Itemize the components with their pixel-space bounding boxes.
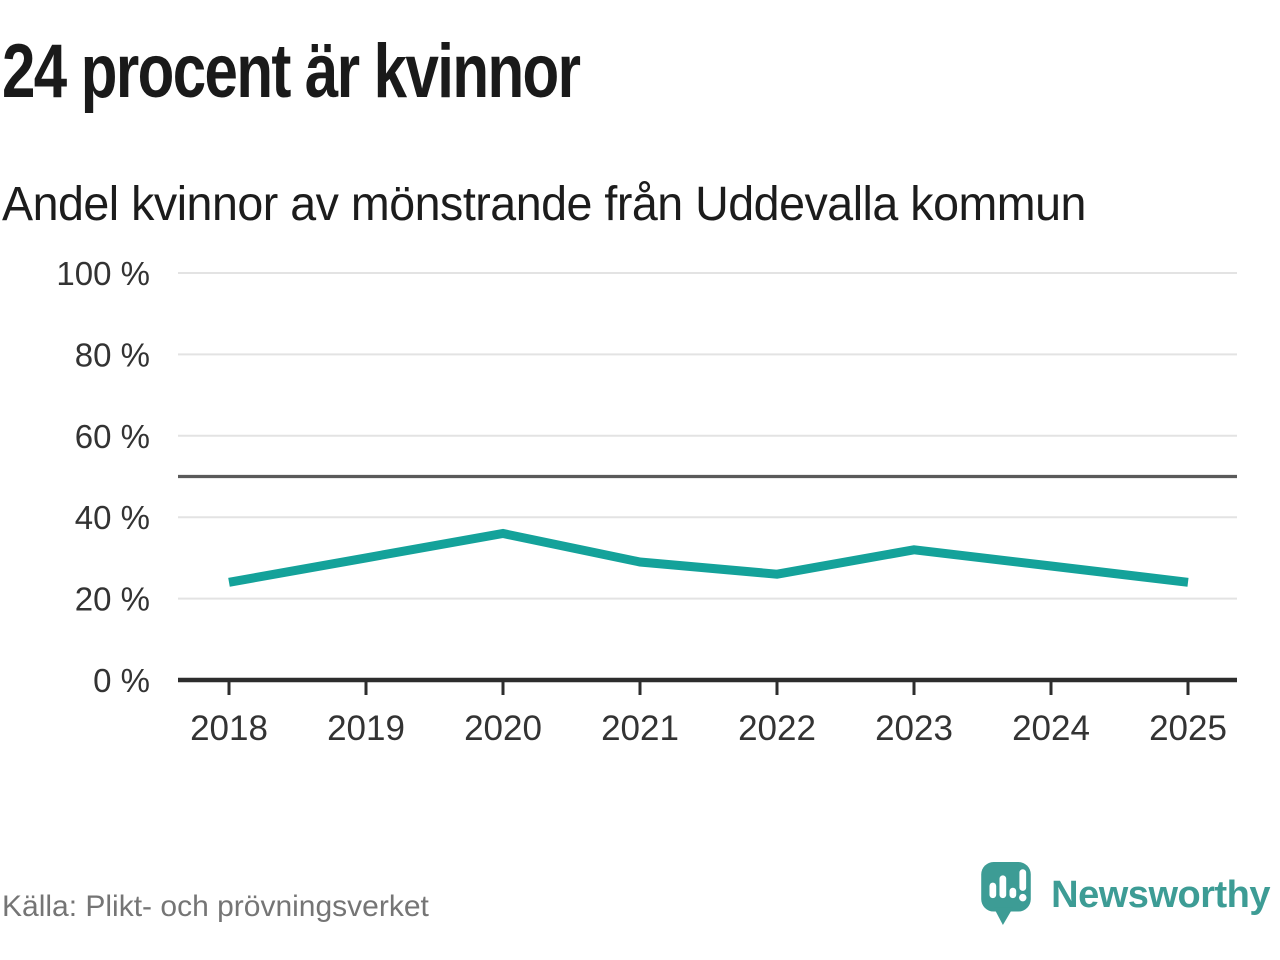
y-tick-label: 60 % — [75, 418, 150, 455]
chart-subtitle: Andel kvinnor av mönstrande från Uddeval… — [2, 178, 1086, 231]
y-tick-label: 80 % — [75, 336, 150, 373]
x-tick-label: 2019 — [327, 709, 405, 748]
x-tick-label: 2018 — [190, 709, 268, 748]
x-tick-label: 2020 — [464, 709, 542, 748]
data-line-andel-kvinnor — [228, 528, 1189, 587]
source-note: Källa: Plikt- och prövningsverket — [2, 890, 429, 923]
x-tick-label: 2023 — [875, 709, 953, 748]
y-tick-label: 20 % — [75, 581, 150, 618]
x-tick-label: 2025 — [1149, 709, 1227, 748]
newsworthy-brand: Newsworthy — [981, 862, 1270, 926]
x-tick-label: 2021 — [601, 709, 679, 748]
page-title: 24 procent är kvinnor — [2, 29, 581, 114]
x-tick-label: 2022 — [738, 709, 816, 748]
y-tick-label: 40 % — [75, 499, 150, 536]
y-tick-label: 0 % — [93, 662, 150, 699]
y-tick-label: 100 % — [56, 255, 150, 292]
x-tick-label: 2024 — [1012, 709, 1090, 748]
line-chart: 0 % 20 % 40 % 60 % 80 % 100 % 2018 2019 2020 2021… — [0, 240, 1280, 760]
brand-wordmark: Newsworthy — [1051, 874, 1270, 916]
line-chart-canvas: 0 % 20 % 40 % 60 % 80 % 100 % 2018 2019 2020 2021… — [56, 255, 1237, 748]
newsworthy-logo-icon — [981, 862, 1031, 925]
